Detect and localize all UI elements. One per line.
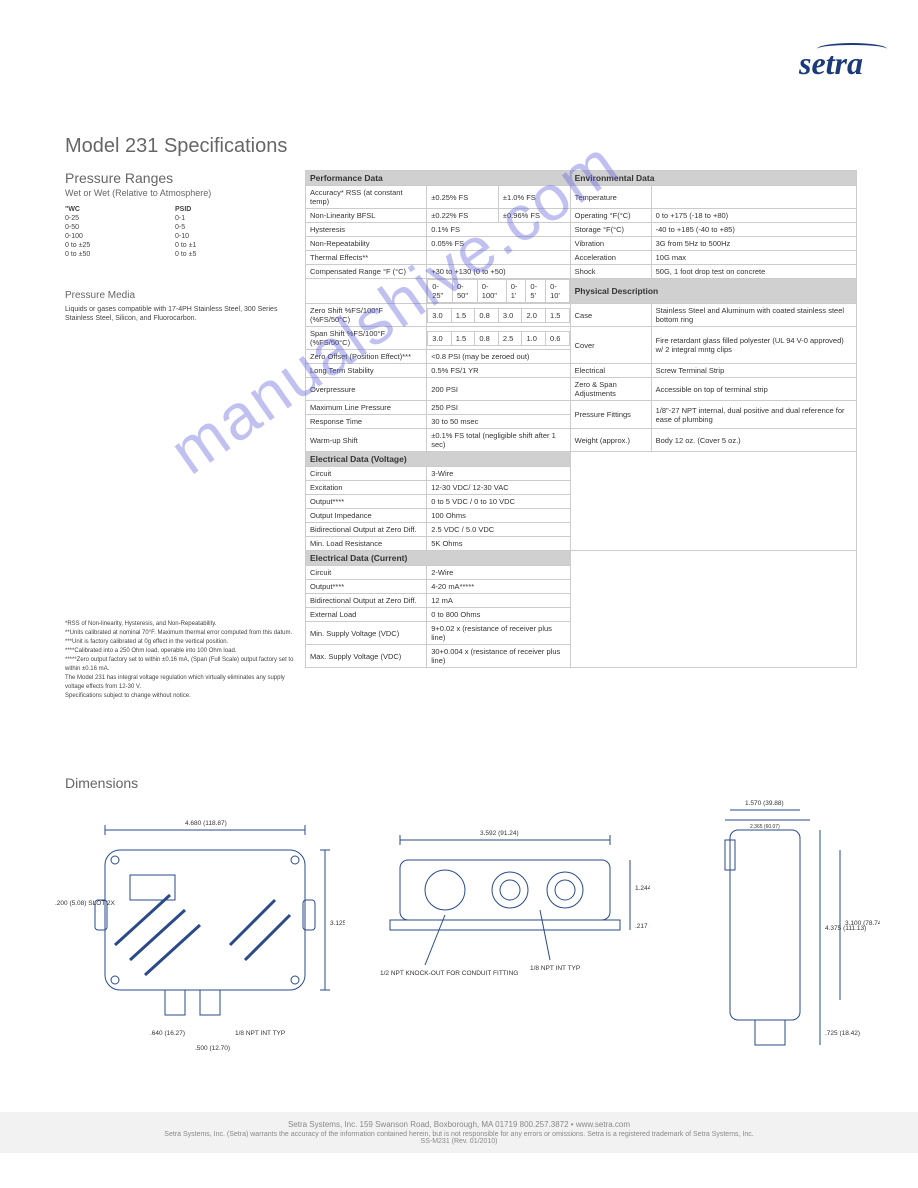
svg-text:.200 (5.08) SLOT 2X: .200 (5.08) SLOT 2X: [55, 900, 116, 907]
svg-text:.725 (18.42): .725 (18.42): [825, 1030, 860, 1037]
svg-text:1/8 NPT INT TYP: 1/8 NPT INT TYP: [235, 1030, 285, 1037]
subheading-ranges: Pressure Ranges: [65, 170, 173, 186]
svg-text:1/2 NPT KNOCK-OUT FOR CONDUIT: 1/2 NPT KNOCK-OUT FOR CONDUIT FITTING: [380, 970, 518, 977]
footnotes: *RSS of Non-linearity, Hysteresis, and N…: [65, 620, 295, 701]
svg-text:.500 (12.70): .500 (12.70): [195, 1045, 230, 1052]
wc-ranges: "WC 0-25 0-50 0-100 0 to ±25 0 to ±50: [65, 205, 165, 260]
subheading-wet: Wet or Wet (Relative to Atmosphere): [65, 188, 211, 198]
svg-text:4.680 (118.87): 4.680 (118.87): [185, 820, 227, 827]
diagram-front-view: 4.680 (118.87) 3.125 (79.37) .200 (5.08)…: [55, 800, 345, 1060]
svg-text:1.244 (31.60): 1.244 (31.60): [635, 885, 650, 892]
svg-text:1.570 (39.88): 1.570 (39.88): [745, 800, 784, 807]
svg-text:2.365 (60.07): 2.365 (60.07): [750, 824, 780, 830]
svg-text:1/8 NPT INT TYP: 1/8 NPT INT TYP: [530, 965, 580, 972]
svg-text:3.100 (78.74): 3.100 (78.74): [845, 920, 880, 927]
psid-ranges: PSID 0-1 0-5 0-10 0 to ±1 0 to ±5: [175, 205, 275, 260]
brand-logo: setra: [799, 45, 863, 82]
diagram-bottom-view: 3.592 (91.24) 1.244 (31.60) .217 (5.51) …: [370, 820, 650, 1020]
page-title: Model 231 Specifications: [65, 135, 287, 158]
svg-text:.640 (16.27): .640 (16.27): [150, 1030, 185, 1037]
media-heading: Pressure Media: [65, 290, 135, 301]
svg-text:3.592 (91.24): 3.592 (91.24): [480, 830, 519, 837]
spec-table: Performance DataEnvironmental Data Accur…: [305, 170, 857, 668]
diagram-side-view: 1.570 (39.88) 2.365 (60.07) 4.375 (111.1…: [700, 790, 880, 1070]
media-text: Liquids or gases compatible with 17-4PH …: [65, 305, 285, 323]
svg-text:.217 (5.51): .217 (5.51): [635, 923, 650, 930]
page-footer: Setra Systems, Inc. 159 Swanson Road, Bo…: [0, 1112, 918, 1153]
dimensions-heading: Dimensions: [65, 775, 138, 791]
svg-text:3.125 (79.37): 3.125 (79.37): [330, 920, 345, 927]
